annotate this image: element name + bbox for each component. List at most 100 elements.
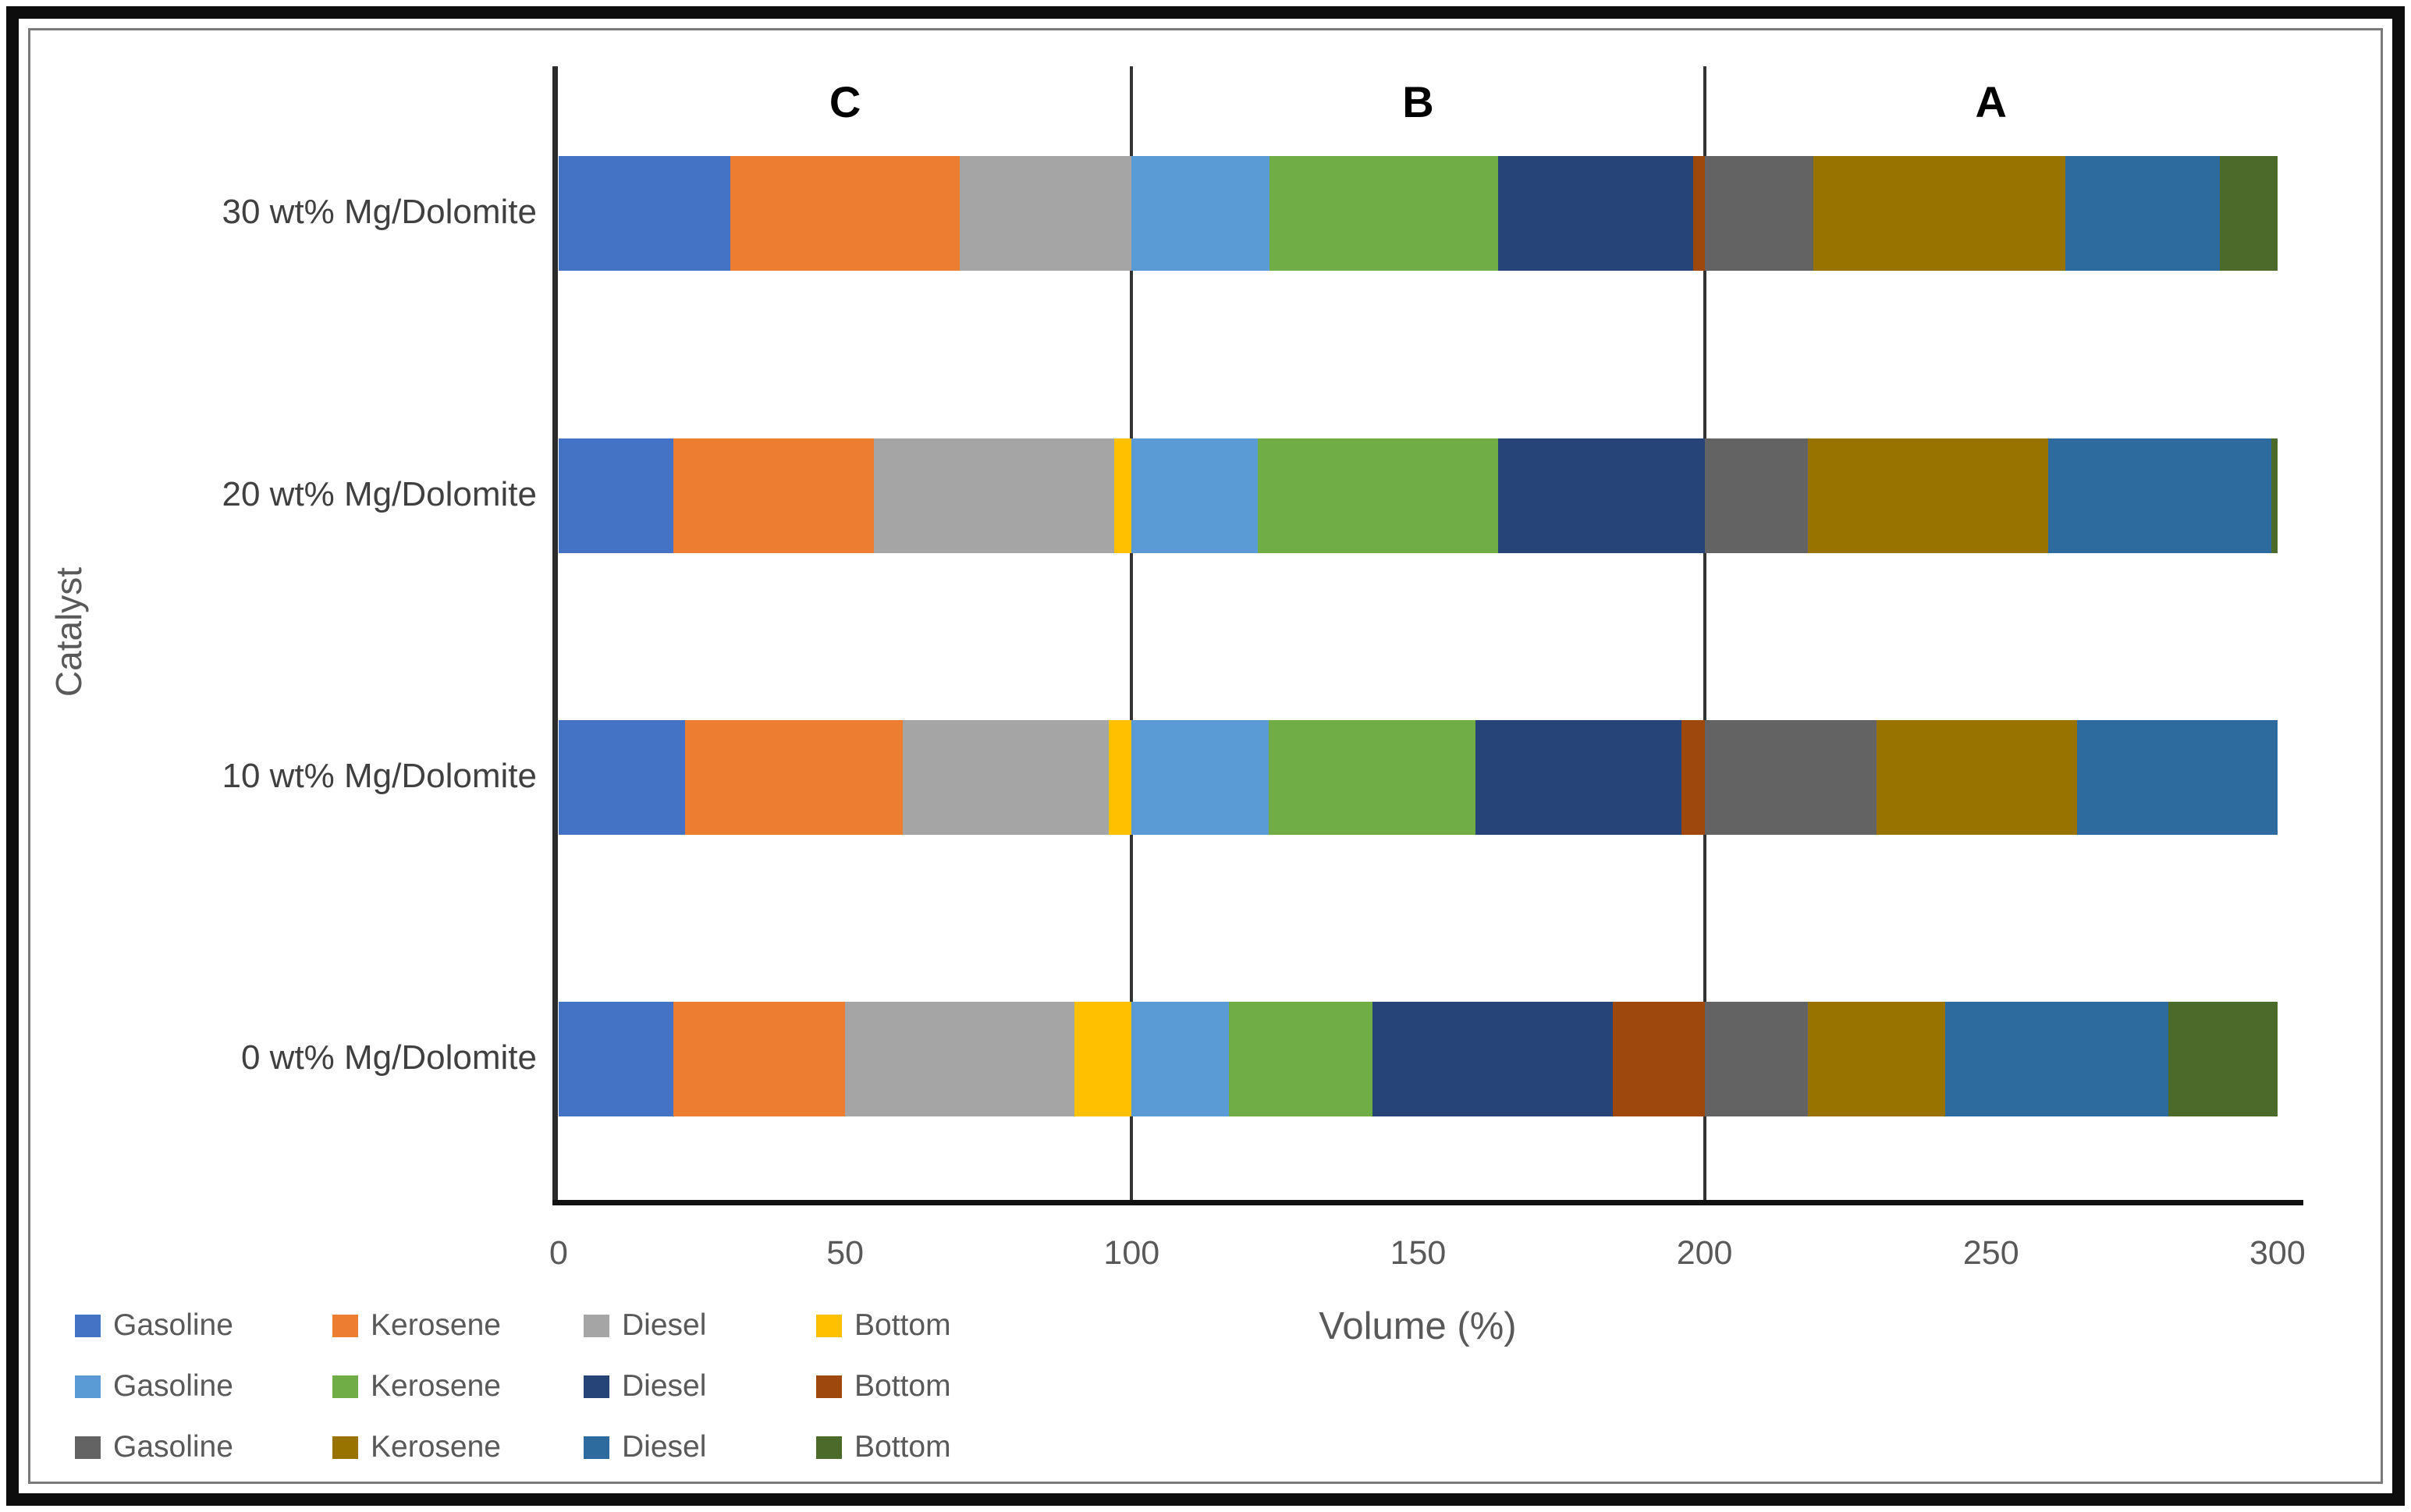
legend-label: Diesel [622,1430,707,1464]
x-tick-label: 250 [1962,1234,2019,1272]
section-divider-line [1703,66,1706,1200]
bar-segment-b-diesel [1498,438,1705,553]
legend-item-a-bottom: Bottom [816,1430,951,1464]
x-tick-label: 300 [2249,1234,2306,1272]
bar-segment-b-kerosene [1269,156,1499,271]
legend-label: Gasoline [113,1430,233,1464]
legend-swatch [332,1436,358,1459]
outer-border [6,6,2405,1506]
section-label-a: A [1975,77,2007,126]
y-axis-title: Catalyst [48,566,89,697]
bar-segment-c-kerosene [684,720,903,835]
legend-item-c-bottom: Bottom [816,1308,951,1343]
legend-item-b-gasoline: Gasoline [75,1369,233,1404]
bar-segment-a-kerosene [1807,1002,1945,1116]
x-tick-label: 150 [1390,1234,1447,1272]
legend-label: Diesel [622,1369,707,1403]
legend-swatch [816,1436,842,1459]
section-label-b: B [1402,77,1434,126]
y-axis-line [552,66,558,1205]
bar-segment-a-bottom [2168,1002,2278,1116]
bar-segment-c-bottom [1074,1002,1132,1116]
bar-segment-b-gasoline [1131,156,1269,271]
legend-label: Gasoline [113,1369,233,1403]
bar-segment-a-diesel [1944,1002,2169,1116]
bar-segment-c-bottom [1114,438,1132,553]
legend-swatch [332,1314,358,1337]
bar-segment-c-gasoline [559,438,673,553]
bar-segment-c-gasoline [559,720,685,835]
bar-0 [559,1002,2278,1116]
legend-label: Diesel [622,1308,707,1342]
x-axis-title: Volume (%) [1319,1305,1517,1347]
bar-segment-b-bottom [1613,1002,1705,1116]
legend-label: Kerosene [371,1308,501,1342]
legend-label: Gasoline [113,1308,233,1342]
bar-segment-b-diesel [1372,1002,1614,1116]
legend-label: Kerosene [371,1369,501,1403]
bar-segment-a-kerosene [1876,720,2077,835]
legend-item-a-kerosene: Kerosene [332,1430,501,1464]
bar-segment-c-diesel [960,156,1132,271]
legend-swatch [584,1314,609,1337]
bar-segment-c-diesel [902,720,1109,835]
bar-20 [559,438,2278,553]
bar-segment-a-diesel [2076,720,2278,835]
x-tick-label: 0 [549,1234,568,1272]
bar-segment-c-bottom [1108,720,1132,835]
bar-10 [559,720,2278,835]
legend-swatch [75,1436,101,1459]
bar-segment-b-bottom [1681,720,1705,835]
legend-label: Bottom [854,1369,951,1403]
bar-segment-b-gasoline [1131,720,1269,835]
section-divider-line [1130,66,1134,1200]
bar-segment-c-kerosene [730,156,960,271]
bar-segment-a-gasoline [1704,438,1808,553]
bar-segment-b-gasoline [1131,438,1258,553]
legend-swatch [584,1375,609,1398]
legend-item-a-gasoline: Gasoline [75,1430,233,1464]
section-label-c: C [829,77,861,126]
bar-segment-a-bottom [2271,438,2278,553]
legend-label: Bottom [854,1308,951,1342]
x-axis-line [552,1200,2303,1205]
bar-segment-b-diesel [1498,156,1693,271]
category-label: 30 wt% Mg/Dolomite [222,192,537,231]
bar-segment-c-kerosene [673,438,874,553]
legend-item-b-bottom: Bottom [816,1369,951,1404]
bar-segment-b-kerosene [1257,438,1499,553]
category-label: 10 wt% Mg/Dolomite [222,756,537,795]
x-tick-label: 100 [1103,1234,1160,1272]
legend-label: Kerosene [371,1430,501,1464]
legend-item-b-diesel: Diesel [584,1369,706,1404]
legend-item-a-diesel: Diesel [584,1430,706,1464]
x-tick-label: 200 [1676,1234,1733,1272]
category-label: 0 wt% Mg/Dolomite [240,1038,537,1077]
bar-segment-a-gasoline [1704,1002,1808,1116]
legend-swatch [75,1314,101,1337]
bar-segment-a-kerosene [1813,156,2066,271]
legend-label: Bottom [854,1430,951,1464]
bar-segment-b-kerosene [1269,720,1475,835]
legend-item-c-gasoline: Gasoline [75,1308,233,1343]
bar-segment-a-diesel [2048,438,2272,553]
category-label: 20 wt% Mg/Dolomite [222,474,537,513]
legend-swatch [584,1436,609,1459]
bar-segment-c-diesel [873,438,1115,553]
inner-border [28,28,2383,1484]
legend-swatch [75,1375,101,1398]
bar-segment-c-kerosene [673,1002,846,1116]
bar-segment-c-gasoline [559,1002,673,1116]
bar-segment-b-gasoline [1131,1002,1230,1116]
bar-segment-c-gasoline [559,156,731,271]
bar-30 [559,156,2278,271]
bar-segment-b-diesel [1475,720,1682,835]
legend-swatch [816,1375,842,1398]
legend-item-b-kerosene: Kerosene [332,1369,501,1404]
bar-segment-b-kerosene [1229,1002,1372,1116]
bar-segment-a-kerosene [1807,438,2049,553]
bar-segment-a-bottom [2220,156,2278,271]
bar-segment-a-gasoline [1704,156,1814,271]
legend-item-c-diesel: Diesel [584,1308,706,1343]
